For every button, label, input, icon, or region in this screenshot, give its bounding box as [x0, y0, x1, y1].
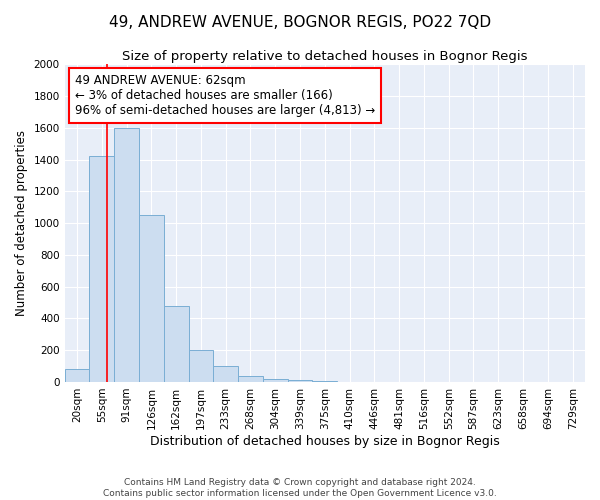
- Bar: [114, 128, 139, 382]
- Bar: [263, 379, 287, 382]
- Bar: [287, 380, 313, 382]
- Bar: [164, 306, 188, 382]
- Text: Contains HM Land Registry data © Crown copyright and database right 2024.
Contai: Contains HM Land Registry data © Crown c…: [103, 478, 497, 498]
- Bar: [313, 381, 337, 382]
- Bar: [238, 376, 263, 382]
- Bar: [214, 366, 238, 382]
- Bar: [139, 215, 164, 382]
- Bar: [188, 350, 214, 382]
- Y-axis label: Number of detached properties: Number of detached properties: [15, 130, 28, 316]
- X-axis label: Distribution of detached houses by size in Bognor Regis: Distribution of detached houses by size …: [150, 434, 500, 448]
- Bar: [89, 156, 114, 382]
- Bar: [65, 369, 89, 382]
- Text: 49, ANDREW AVENUE, BOGNOR REGIS, PO22 7QD: 49, ANDREW AVENUE, BOGNOR REGIS, PO22 7Q…: [109, 15, 491, 30]
- Title: Size of property relative to detached houses in Bognor Regis: Size of property relative to detached ho…: [122, 50, 527, 63]
- Text: 49 ANDREW AVENUE: 62sqm
← 3% of detached houses are smaller (166)
96% of semi-de: 49 ANDREW AVENUE: 62sqm ← 3% of detached…: [75, 74, 376, 116]
